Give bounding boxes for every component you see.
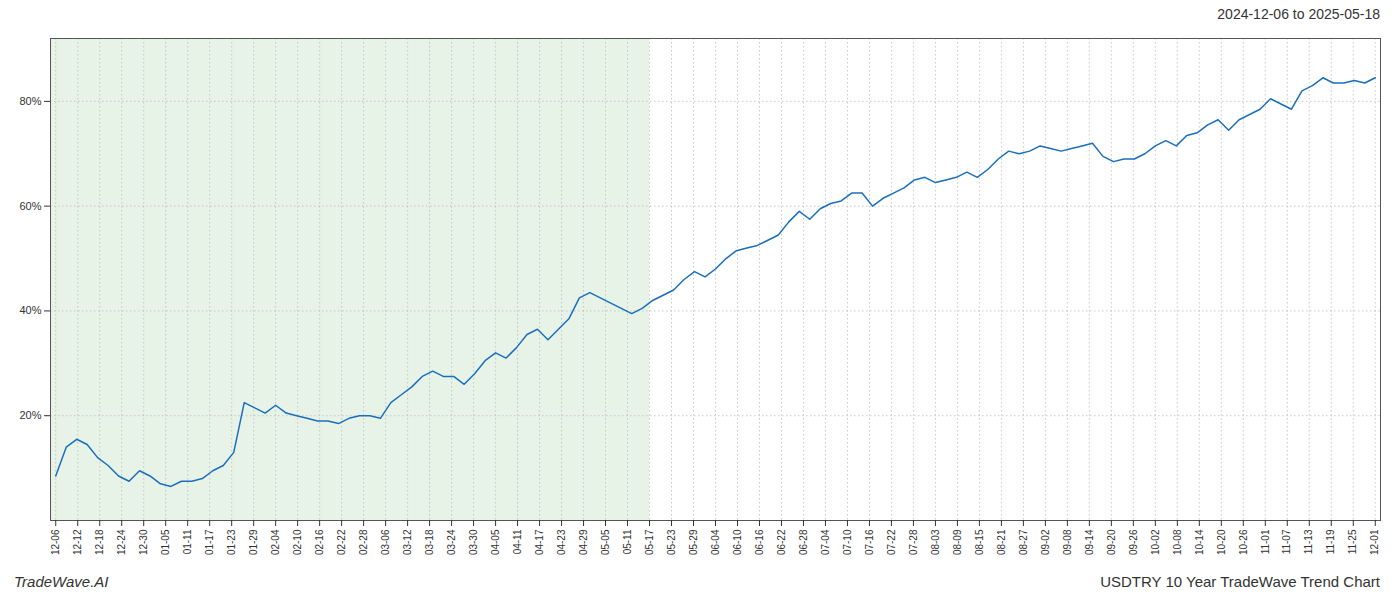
html-text:TradeWave.AI: TradeWave.AI bbox=[14, 573, 109, 590]
svg-text:01-11: 01-11 bbox=[182, 529, 193, 554]
svg-text:07-10: 07-10 bbox=[842, 529, 853, 555]
svg-text:06-04: 06-04 bbox=[710, 529, 721, 555]
svg-text:04-17: 04-17 bbox=[534, 529, 545, 555]
svg-text:11-13: 11-13 bbox=[1303, 529, 1314, 554]
svg-text:03-30: 03-30 bbox=[468, 529, 479, 555]
svg-text:08-27: 08-27 bbox=[1018, 529, 1029, 555]
svg-text:10-14: 10-14 bbox=[1194, 529, 1205, 555]
svg-text:12-06: 12-06 bbox=[50, 529, 61, 555]
svg-text:08-09: 08-09 bbox=[952, 529, 963, 555]
svg-text:11-01: 11-01 bbox=[1260, 529, 1271, 554]
svg-text:08-21: 08-21 bbox=[996, 529, 1007, 555]
svg-text:04-11: 04-11 bbox=[512, 529, 523, 554]
svg-text:12-01: 12-01 bbox=[1369, 529, 1380, 555]
html-text:2024-12-06 to 2025-05-18: 2024-12-06 to 2025-05-18 bbox=[1217, 6, 1380, 22]
html-text:USDTRY 10 Year TradeWave Trend: USDTRY 10 Year TradeWave Trend Chart bbox=[1100, 573, 1380, 590]
svg-text:09-02: 09-02 bbox=[1040, 529, 1051, 555]
svg-text:08-03: 08-03 bbox=[930, 529, 941, 555]
svg-text:05-17: 05-17 bbox=[644, 529, 655, 555]
svg-text:03-12: 03-12 bbox=[402, 529, 413, 555]
svg-text:09-20: 09-20 bbox=[1106, 529, 1117, 555]
svg-text:03-06: 03-06 bbox=[380, 529, 391, 555]
svg-text:07-16: 07-16 bbox=[864, 529, 875, 555]
svg-text:20%: 20% bbox=[19, 409, 41, 421]
svg-text:11-25: 11-25 bbox=[1347, 529, 1358, 554]
svg-text:11-19: 11-19 bbox=[1325, 529, 1336, 554]
svg-text:07-28: 07-28 bbox=[908, 529, 919, 555]
svg-text:06-22: 06-22 bbox=[776, 529, 787, 555]
svg-text:12-18: 12-18 bbox=[94, 529, 105, 555]
svg-text:09-14: 09-14 bbox=[1084, 529, 1095, 555]
svg-text:04-23: 04-23 bbox=[556, 529, 567, 555]
svg-text:02-22: 02-22 bbox=[336, 529, 347, 555]
svg-text:01-17: 01-17 bbox=[204, 529, 215, 555]
svg-text:10-26: 10-26 bbox=[1238, 529, 1249, 555]
svg-text:06-28: 06-28 bbox=[798, 529, 809, 555]
svg-text:10-20: 10-20 bbox=[1216, 529, 1227, 555]
svg-text:07-04: 07-04 bbox=[820, 529, 831, 555]
svg-text:03-24: 03-24 bbox=[446, 529, 457, 555]
svg-text:02-16: 02-16 bbox=[314, 529, 325, 555]
svg-text:01-05: 01-05 bbox=[160, 529, 171, 555]
svg-text:10-02: 10-02 bbox=[1150, 529, 1161, 555]
svg-text:01-23: 01-23 bbox=[226, 529, 237, 555]
svg-text:05-05: 05-05 bbox=[600, 529, 611, 555]
svg-text:07-22: 07-22 bbox=[886, 529, 897, 555]
svg-text:04-05: 04-05 bbox=[490, 529, 501, 555]
svg-text:11-07: 11-07 bbox=[1281, 529, 1292, 554]
svg-text:04-29: 04-29 bbox=[578, 529, 589, 555]
svg-text:06-16: 06-16 bbox=[754, 529, 765, 555]
svg-text:03-18: 03-18 bbox=[424, 529, 435, 555]
svg-text:09-08: 09-08 bbox=[1062, 529, 1073, 555]
svg-text:09-26: 09-26 bbox=[1128, 529, 1139, 555]
svg-text:01-29: 01-29 bbox=[248, 529, 259, 555]
svg-text:80%: 80% bbox=[19, 95, 41, 107]
svg-text:05-23: 05-23 bbox=[666, 529, 677, 555]
svg-text:02-04: 02-04 bbox=[270, 529, 281, 555]
svg-text:10-08: 10-08 bbox=[1172, 529, 1183, 555]
svg-text:05-11: 05-11 bbox=[622, 529, 633, 554]
svg-text:12-30: 12-30 bbox=[138, 529, 149, 555]
svg-text:02-28: 02-28 bbox=[358, 529, 369, 555]
svg-text:12-12: 12-12 bbox=[72, 529, 83, 555]
svg-text:12-24: 12-24 bbox=[116, 529, 127, 555]
svg-text:05-29: 05-29 bbox=[688, 529, 699, 555]
svg-text:60%: 60% bbox=[19, 200, 41, 212]
svg-text:06-10: 06-10 bbox=[732, 529, 743, 555]
svg-text:40%: 40% bbox=[19, 304, 41, 316]
svg-text:08-15: 08-15 bbox=[974, 529, 985, 555]
svg-text:02-10: 02-10 bbox=[292, 529, 303, 555]
